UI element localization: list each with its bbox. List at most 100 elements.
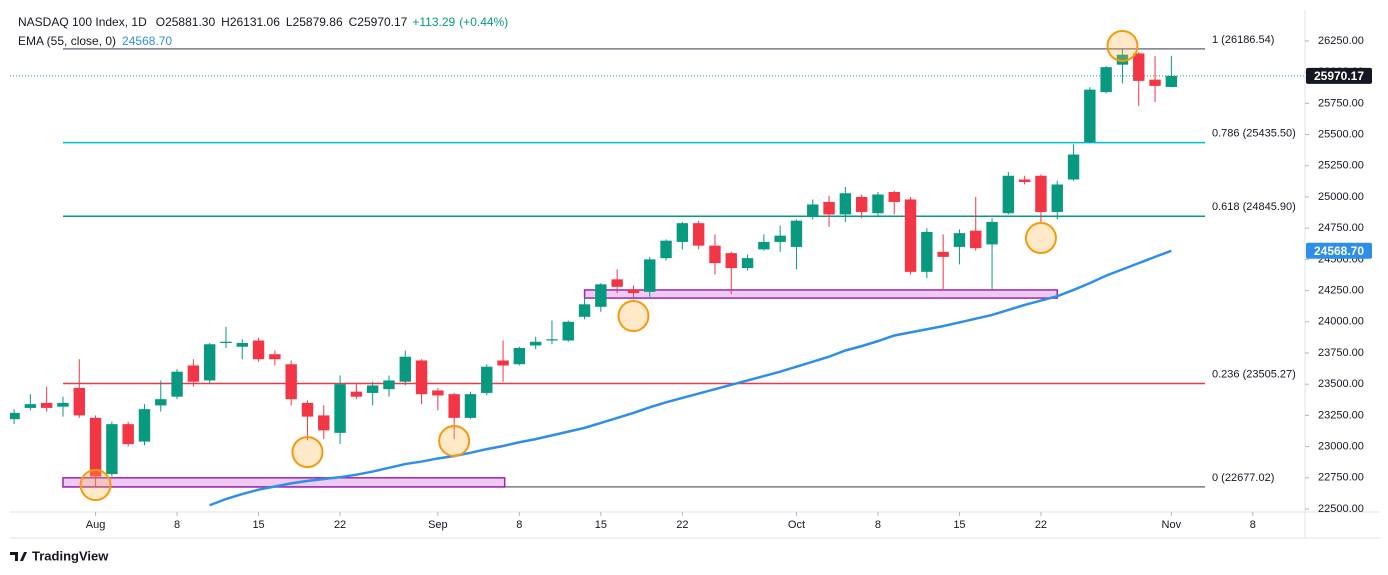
candle-body	[122, 424, 134, 445]
candle-body	[269, 354, 281, 360]
legend-change-pct: (+0.44%)	[459, 15, 508, 29]
candle-body	[774, 235, 786, 242]
candle-body	[432, 390, 444, 396]
candle-body	[921, 231, 933, 272]
candle-body	[1018, 179, 1031, 182]
y-tick-label: 25250.00	[1318, 160, 1364, 172]
candle-body	[888, 191, 900, 202]
x-tick-label: 22	[334, 519, 346, 531]
legend-value: 25879.86	[293, 15, 343, 29]
x-tick-label: 8	[875, 519, 881, 531]
candle-body	[644, 259, 656, 292]
indicator-value: 24568.70	[122, 34, 172, 48]
candle-body	[1084, 89, 1096, 143]
x-tick-label: 8	[174, 519, 180, 531]
candle-body	[350, 391, 363, 397]
candle-body	[497, 360, 509, 366]
y-tick-label: 23500.00	[1318, 378, 1364, 390]
y-tick-label: 25750.00	[1318, 97, 1364, 109]
x-tick-label: 22	[1035, 519, 1047, 531]
indicator-name: EMA (55, close, 0)	[18, 34, 116, 48]
indicator-legend: EMA (55, close, 0) 24568.70	[18, 34, 172, 48]
candle-body	[334, 384, 346, 433]
ema-badge-bg	[1306, 242, 1372, 259]
y-tick-label: 25000.00	[1318, 191, 1364, 203]
candle-body	[839, 193, 852, 215]
y-tick-label: 24250.00	[1318, 284, 1364, 296]
legend-key: H	[221, 15, 230, 29]
footer-brand: TradingView	[32, 548, 109, 563]
last-price-badge-bg	[1306, 67, 1372, 84]
candle-body	[155, 399, 167, 406]
y-tick-label: 25500.00	[1318, 128, 1364, 140]
fib-label: 0.786 (25435.50)	[1212, 128, 1296, 140]
legend-line: NASDAQ 100 Index, 1D O25881.30 H26131.06 L2…	[18, 15, 508, 29]
fib-label: 0.618 (24845.90)	[1212, 201, 1296, 213]
candle-body	[725, 253, 737, 269]
y-tick-label: 22500.00	[1318, 503, 1364, 515]
plot-area	[10, 29, 1305, 507]
highlight-circle	[1106, 29, 1139, 62]
highlight-circle	[617, 300, 650, 333]
y-tick-label: 22750.00	[1318, 472, 1364, 484]
legend-value: 25970.17	[357, 15, 407, 29]
candle-body	[285, 364, 297, 400]
candle-body	[1067, 154, 1080, 180]
legend-key: O	[156, 15, 165, 29]
candle-body	[872, 194, 884, 214]
candle-body	[448, 394, 460, 418]
highlight-circle	[438, 424, 471, 457]
y-tick-label: 23000.00	[1318, 441, 1364, 453]
candle-body	[709, 245, 721, 264]
candle-body	[415, 360, 428, 395]
x-tick-label: 8	[516, 519, 522, 531]
legend-change: +113.29	[412, 15, 455, 29]
legend-value: 26131.06	[230, 15, 280, 29]
candle-body	[464, 394, 477, 418]
candle-body	[790, 220, 803, 247]
candle-body	[57, 402, 69, 407]
candle-body	[10, 412, 20, 420]
candle-body	[24, 404, 37, 408]
candle-body	[73, 387, 85, 416]
x-tick-label: 15	[595, 519, 607, 531]
x-tick-label: Nov	[1162, 519, 1182, 531]
candle-body	[89, 417, 102, 477]
legend-key: C	[349, 15, 358, 29]
x-tick-label: 15	[252, 519, 264, 531]
candle-body	[823, 201, 835, 215]
last-price-badge: 25970.17	[1314, 69, 1364, 83]
candle-body	[301, 402, 314, 417]
legend-key: L	[286, 15, 293, 29]
candle-body	[937, 251, 949, 257]
candle-body	[1149, 79, 1161, 86]
highlight-circle	[291, 436, 324, 469]
candle-body	[855, 196, 868, 212]
candle-body	[611, 279, 623, 287]
support-zone	[583, 289, 1058, 299]
candle-body	[1035, 175, 1047, 212]
candle-body	[758, 241, 770, 250]
candle-body	[692, 223, 705, 246]
candle-body	[318, 415, 330, 431]
x-tick-label: 8	[1250, 519, 1256, 531]
candle-body	[1116, 54, 1129, 65]
candle-body	[595, 284, 607, 307]
candle-body	[1100, 67, 1112, 93]
x-tick-label: 22	[676, 519, 688, 531]
candle-body	[578, 304, 591, 317]
candle-body	[40, 402, 53, 408]
y-tick-label: 26250.00	[1318, 35, 1364, 47]
candle-body	[529, 341, 542, 346]
candle-body	[513, 347, 526, 365]
candle-body	[252, 340, 265, 360]
candle-body	[953, 233, 966, 247]
candle-body	[236, 343, 248, 347]
candle-body	[1002, 175, 1015, 214]
candle-body	[1165, 75, 1178, 87]
fib-label: 0.236 (23505.27)	[1212, 368, 1296, 380]
support-zone	[62, 477, 506, 488]
candle-body	[807, 204, 819, 216]
candle-body	[366, 385, 379, 393]
